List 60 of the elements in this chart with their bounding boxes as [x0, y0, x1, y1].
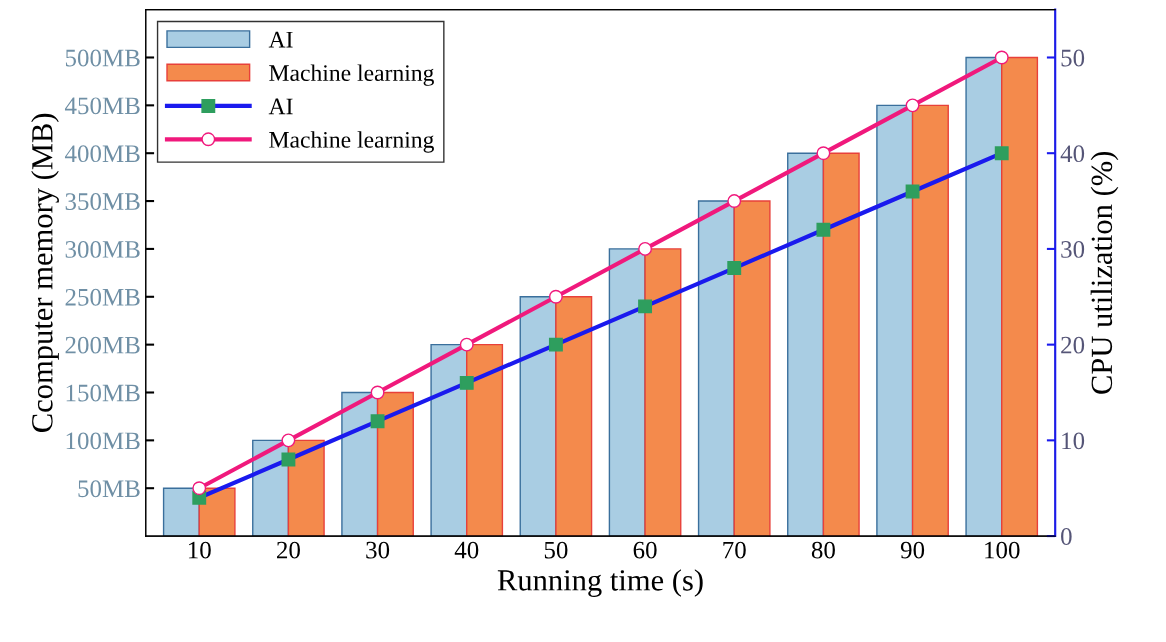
y2-tick-label: 40 [1060, 145, 1085, 163]
point [905, 98, 920, 113]
y-tick-label: 400MB [64, 145, 140, 163]
x-tick-label: 80 [811, 541, 835, 559]
x-tick-label: 50 [544, 541, 568, 559]
bar [697, 200, 735, 537]
legend-label: Machine learning [269, 64, 434, 86]
y-tick-label: 150MB [66, 384, 140, 402]
bar [876, 104, 914, 537]
bar [733, 200, 771, 537]
bar [965, 56, 1003, 537]
legend-label: AI [268, 31, 293, 48]
y2-tick-label: 30 [1061, 240, 1085, 258]
bar [822, 152, 860, 537]
x-tick-label: 10 [188, 541, 211, 559]
bar [341, 391, 379, 537]
bar [787, 152, 825, 537]
x-tick-label: 60 [633, 541, 657, 559]
legend-label: AI [268, 98, 293, 115]
x-axis-title: Running time (s) [497, 569, 703, 597]
y2-tick-label: 20 [1061, 336, 1085, 354]
y-tick-label: 300MB [65, 240, 140, 258]
point [994, 50, 1009, 65]
bar [519, 296, 557, 537]
y-tick-label: 450MB [64, 97, 140, 115]
point [727, 194, 742, 209]
bar [1001, 56, 1039, 537]
y-tick-label: 250MB [65, 288, 140, 306]
x-tick-label: 40 [454, 541, 479, 559]
bar [608, 248, 646, 537]
y-tick-label: 100MB [66, 432, 140, 450]
point [370, 385, 385, 400]
point [548, 289, 563, 304]
y-axis-title: Ccomputer memory (MB) [31, 113, 59, 432]
x-tick-label: 100 [985, 541, 1020, 559]
bar [376, 391, 414, 537]
y-tick-label: 200MB [65, 336, 140, 354]
bar [287, 439, 325, 537]
y-tick-label: 50MB [78, 480, 140, 498]
x-tick-label: 30 [366, 541, 390, 559]
bar [911, 104, 949, 537]
point [459, 337, 474, 352]
bar [644, 248, 682, 537]
y2-tick-label: 10 [1062, 432, 1085, 450]
x-tick-label: 20 [277, 541, 300, 559]
point [192, 481, 207, 496]
y2-tick-label: 0 [1061, 528, 1072, 545]
bar [466, 343, 504, 537]
x-tick-label: 90 [900, 541, 925, 559]
point [281, 433, 296, 448]
y-tick-label: 350MB [65, 193, 140, 210]
y2-tick-label: 50 [1061, 49, 1085, 67]
legend-label: Machine learning [269, 131, 434, 153]
point [638, 241, 653, 256]
bar [555, 296, 593, 537]
x-tick-label: 70 [723, 541, 746, 559]
bar [430, 343, 468, 537]
y2-axis-title: CPU utilization (%) [1090, 151, 1119, 394]
y-tick-label: 500MB [65, 49, 140, 67]
point [816, 146, 831, 161]
